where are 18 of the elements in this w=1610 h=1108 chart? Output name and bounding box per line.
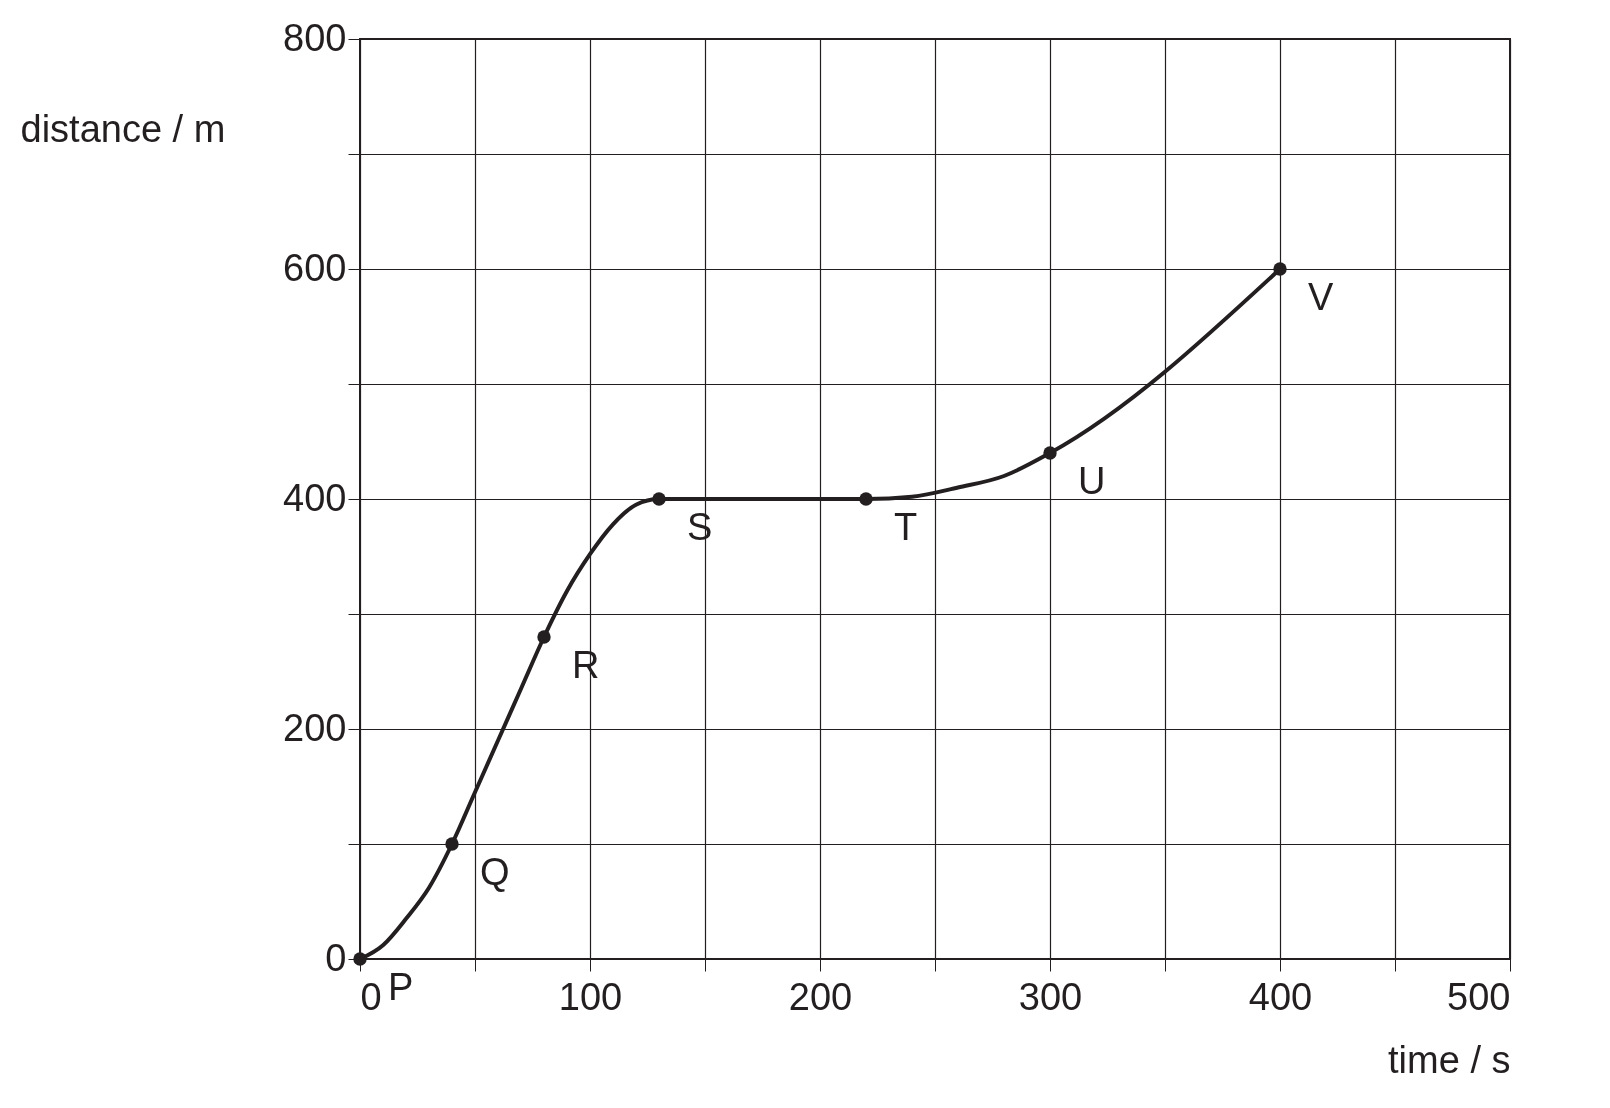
y-tick-label: 0	[325, 936, 347, 979]
y-tick-label: 800	[283, 16, 347, 59]
y-axis-title: distance / m	[20, 107, 226, 150]
annotation: T	[894, 506, 918, 548]
annotation: Q	[480, 851, 510, 893]
x-tick-label: 400	[1248, 975, 1313, 1018]
x-tick-label: 100	[558, 975, 623, 1018]
y-tick-label: 400	[283, 476, 347, 519]
x-tick-label: 300	[1018, 975, 1083, 1018]
annotation: P	[388, 966, 414, 1008]
x-tick-label: 500	[1447, 975, 1511, 1018]
x-tick-label: 200	[788, 975, 853, 1018]
annotation: U	[1078, 460, 1106, 502]
y-tick-label: 200	[283, 706, 347, 749]
x-axis-title: time / s	[1388, 1038, 1511, 1081]
annotation: V	[1308, 276, 1334, 318]
y-tick-label: 600	[283, 246, 347, 289]
x-tick-label: 0	[360, 975, 382, 1018]
